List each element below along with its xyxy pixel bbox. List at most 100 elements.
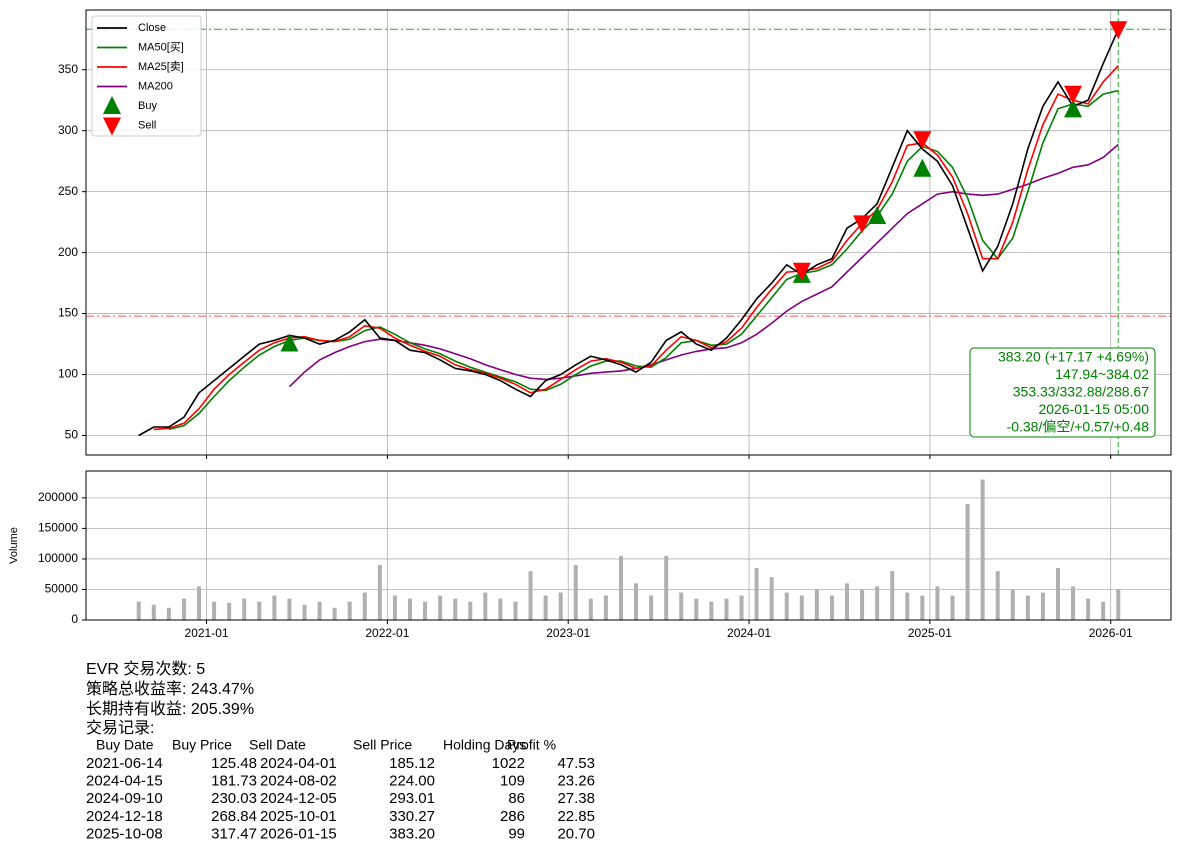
x-tick-label: 2021-01 — [185, 626, 229, 640]
volume-bar — [905, 592, 910, 620]
y-tick-label: 50000 — [45, 582, 79, 596]
plot-area — [136, 479, 1121, 620]
volume-bar — [423, 601, 428, 620]
volume-bar — [483, 592, 488, 620]
table-cell: 22.85 — [557, 808, 595, 825]
plot-area — [86, 10, 1171, 455]
volume-bar — [558, 592, 563, 620]
table-cell: 224.00 — [389, 773, 435, 790]
table-cell: 125.48 — [211, 755, 257, 772]
legend-label: Buy — [138, 100, 157, 112]
y-tick-label: 100000 — [38, 551, 78, 565]
table-cell: 2024-04-15 — [86, 773, 163, 790]
volume-bar — [468, 601, 473, 620]
volume-bar — [769, 577, 774, 620]
volume-bar — [980, 479, 985, 620]
volume-bar — [317, 601, 322, 620]
y-tick-label: 300 — [58, 123, 78, 137]
table-cell: 383.20 — [389, 825, 435, 842]
table-cell: 47.53 — [557, 755, 595, 772]
volume-bar — [136, 601, 141, 620]
volume-bar — [212, 601, 217, 620]
volume-bar — [453, 598, 458, 620]
volume-bar — [197, 586, 202, 620]
volume-bar — [362, 592, 367, 620]
annotation-text: 147.94~384.02 — [1055, 366, 1149, 382]
table-cell: 317.47 — [211, 825, 257, 842]
legend-label: MA200 — [138, 80, 173, 92]
table-cell: 2024-12-05 — [260, 790, 337, 807]
legend-label: Close — [138, 22, 166, 34]
table-header: Buy Price — [172, 737, 232, 753]
volume-bar — [498, 598, 503, 620]
trade-marker — [868, 206, 887, 225]
annotation-text: 2026-01-15 05:00 — [1038, 401, 1149, 417]
volume-bar — [845, 583, 850, 620]
annotation-text: -0.38/偏空/+0.57/+0.48 — [1007, 419, 1150, 435]
series-line — [153, 65, 1119, 431]
volume-bar — [649, 595, 654, 620]
trade-marker — [1064, 85, 1083, 104]
table-cell: 2024-04-01 — [260, 755, 337, 772]
volume-bar — [754, 568, 759, 620]
annotation-text: 383.20 (+17.17 +4.69%) — [998, 349, 1149, 365]
volume-bar — [332, 607, 337, 620]
x-tick-label: 2024-01 — [727, 626, 771, 640]
legend-label: MA50[买] — [138, 40, 184, 53]
volume-bar — [995, 571, 1000, 620]
volume-bar — [1055, 568, 1060, 620]
annotation-box — [969, 347, 1156, 438]
table-cell: 2024-09-10 — [86, 790, 163, 807]
volume-bar — [302, 604, 307, 620]
table-cell: 2021-06-14 — [86, 755, 163, 772]
volume-bar — [407, 598, 412, 620]
legend-swatch — [103, 96, 121, 114]
axes-frame — [85, 470, 1172, 621]
volume-bar — [438, 595, 443, 620]
legend-swatch — [103, 117, 121, 136]
volume-bar — [1010, 589, 1015, 620]
trade-marker — [792, 262, 811, 281]
table-cell: 1022 — [492, 755, 525, 772]
table-cell: 27.38 — [557, 790, 595, 807]
table-header: Sell Date — [249, 737, 306, 753]
table-cell: 2024-12-18 — [86, 808, 163, 825]
report-line: 交易记录: — [86, 719, 154, 737]
table-cell: 2025-10-08 — [86, 825, 163, 842]
volume-bar — [965, 503, 970, 620]
volume-bar — [784, 592, 789, 620]
table-cell: 185.12 — [389, 755, 435, 772]
series-line — [138, 28, 1120, 437]
volume-bar — [875, 586, 880, 620]
legend-box — [91, 15, 202, 137]
axes-frame — [85, 9, 1172, 456]
volume-bar — [950, 595, 955, 620]
volume-bar — [829, 595, 834, 620]
trade-marker — [913, 158, 932, 177]
table-cell: 2026-01-15 — [260, 825, 337, 842]
report-line: 策略总收益率: 243.47% — [86, 680, 254, 698]
volume-bar — [739, 595, 744, 620]
volume-bar — [890, 571, 895, 620]
report-line: EVR 交易次数: 5 — [86, 660, 205, 678]
volume-bar — [694, 598, 699, 620]
report-line: 长期持有收益: 205.39% — [86, 700, 254, 718]
table-header: Holding Days — [443, 737, 526, 753]
volume-bar — [513, 601, 518, 620]
legend-label: MA25[卖] — [138, 60, 184, 73]
volume-bar — [709, 601, 714, 620]
trade-marker — [853, 215, 872, 234]
volume-bar — [1040, 592, 1045, 620]
y-axis-label: Volume — [8, 527, 20, 564]
table-cell: 2025-10-01 — [260, 808, 337, 825]
table-cell: 181.73 — [211, 773, 257, 790]
x-tick-label: 2025-01 — [908, 626, 952, 640]
volume-bar — [1086, 598, 1091, 620]
volume-bar — [543, 595, 548, 620]
volume-bar — [1025, 595, 1030, 620]
volume-bar — [257, 601, 262, 620]
table-cell: 99 — [508, 825, 525, 842]
table-cell: 86 — [508, 790, 525, 807]
trade-marker — [1109, 21, 1128, 40]
